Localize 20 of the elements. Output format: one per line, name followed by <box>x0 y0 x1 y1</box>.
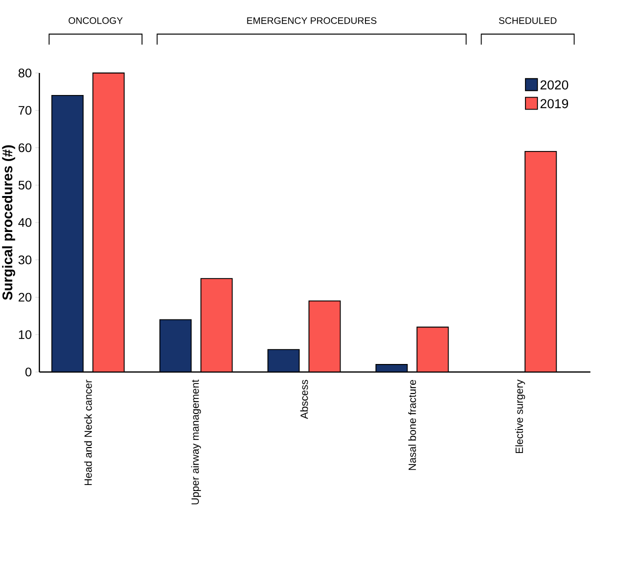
x-tick-label: Abscess <box>300 380 308 420</box>
text: ONCOLOGY <box>68 17 123 24</box>
legend-label: 2019 <box>540 99 568 108</box>
y-tick-label: 80 <box>18 68 32 78</box>
y-tick-label: 0 <box>25 368 32 376</box>
legend-label: 2020 <box>540 80 568 90</box>
x-tick-label: Elective surgery <box>515 380 526 454</box>
x-tick-label: Head and Neck cancer <box>84 380 92 486</box>
y-axis-title: Surgical procedures (#) <box>2 145 16 300</box>
y-tick-label: 70 <box>18 106 32 115</box>
text: SCHEDULED <box>498 17 556 24</box>
y-tick-label: 10 <box>18 330 32 340</box>
x-tick-label: Nasal bone fracture <box>408 380 416 470</box>
y-tick-label: 60 <box>18 143 32 152</box>
y-tick-label: 20 <box>18 292 32 302</box>
text: EMERGENCY PROCEDURES <box>247 17 376 24</box>
y-tick-label: 40 <box>18 218 32 227</box>
x-tick-label: Upper airway management <box>191 380 201 504</box>
y-tick-label: 50 <box>18 180 32 190</box>
y-tick-label: 30 <box>18 255 32 264</box>
